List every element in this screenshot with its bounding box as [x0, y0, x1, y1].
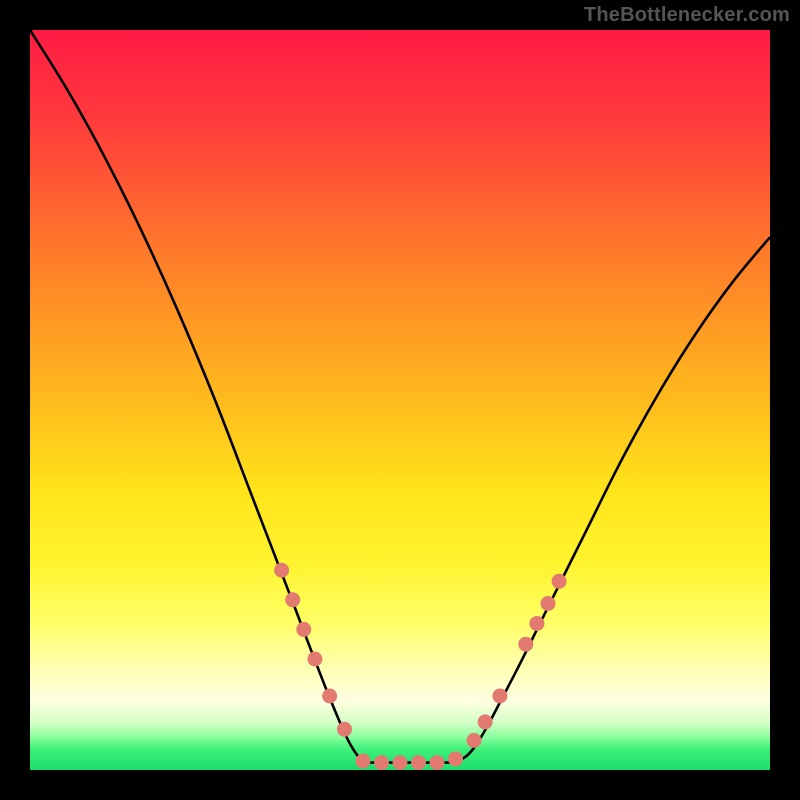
data-point	[297, 622, 311, 636]
data-point	[552, 574, 566, 588]
data-point	[323, 689, 337, 703]
plot-background	[30, 30, 770, 770]
data-point	[375, 756, 389, 770]
data-point	[308, 652, 322, 666]
data-point	[338, 722, 352, 736]
data-point	[393, 756, 407, 770]
data-point	[467, 733, 481, 747]
data-point	[493, 689, 507, 703]
data-point	[541, 597, 555, 611]
data-point	[412, 756, 426, 770]
bottleneck-chart	[0, 0, 800, 800]
chart-frame: TheBottlenecker.com	[0, 0, 800, 800]
data-point	[286, 593, 300, 607]
data-point	[530, 616, 544, 630]
data-point	[449, 752, 463, 766]
data-point	[275, 563, 289, 577]
data-point	[430, 756, 444, 770]
data-point	[356, 754, 370, 768]
watermark-text: TheBottlenecker.com	[584, 4, 790, 27]
data-point	[519, 637, 533, 651]
data-point	[478, 715, 492, 729]
